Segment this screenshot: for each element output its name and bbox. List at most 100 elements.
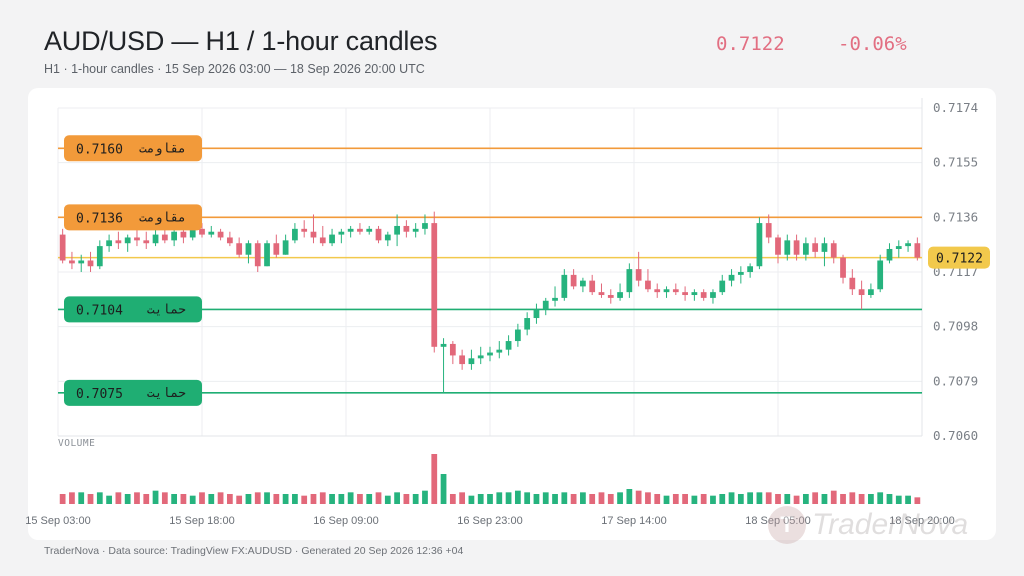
bullish-candle: [756, 217, 763, 270]
candle-body: [440, 343, 447, 347]
bullish-candle: [487, 346, 493, 362]
support-label: 0.7075 حمایت: [64, 379, 202, 406]
price-change-percent: -0.06%: [838, 33, 907, 55]
bullish-candle: [171, 228, 178, 247]
candle-body: [830, 243, 837, 258]
volume-bar: [645, 492, 651, 504]
volume-bar: [236, 495, 243, 504]
x-tick-label: 16 Sep 23:00: [457, 515, 522, 527]
volume-bar: [412, 494, 419, 504]
candle-body: [505, 341, 512, 350]
bullish-candle: [384, 231, 391, 247]
bearish-candle: [236, 237, 243, 258]
bearish-candle: [217, 228, 224, 241]
bearish-candle: [849, 269, 856, 296]
volume-bar: [87, 494, 94, 504]
volume-bar: [533, 494, 540, 504]
x-tick-label: 17 Sep 14:00: [601, 515, 666, 527]
y-tick-label: 0.7155: [933, 155, 978, 170]
volume-bar: [895, 495, 902, 504]
volume-bar: [598, 492, 605, 504]
resistance-label-box: [64, 204, 202, 231]
candle-body: [301, 228, 308, 232]
y-tick-label: 0.7174: [933, 100, 978, 115]
bearish-candle: [431, 211, 438, 353]
volume-bar: [273, 494, 280, 504]
candle-body: [570, 274, 577, 287]
candle-body: [756, 223, 763, 267]
bearish-candle: [793, 234, 800, 261]
chart-title: AUD/USD — H1 / 1-hour candles: [44, 26, 438, 56]
bullish-candle: [505, 335, 512, 356]
chart-panel: [28, 88, 996, 540]
bearish-candle: [700, 289, 707, 301]
candle-body: [868, 289, 874, 296]
volume-bar: [487, 494, 493, 504]
candle-body: [152, 234, 159, 244]
candle-body: [654, 289, 661, 293]
candle-body: [728, 274, 735, 281]
bullish-candle: [691, 289, 698, 301]
volume-bar: [570, 494, 577, 504]
volume-bar: [254, 492, 261, 504]
volume-bar: [514, 490, 521, 504]
tradernova-logo-icon: T: [768, 506, 806, 544]
candle-body: [886, 248, 893, 261]
volume-bar: [440, 474, 447, 504]
candle-body: [115, 240, 122, 244]
bullish-candle: [663, 286, 670, 298]
candle-body: [282, 240, 289, 255]
volume-bar: [449, 494, 456, 504]
bullish-candle: [347, 225, 354, 238]
bullish-candle: [626, 263, 633, 298]
bearish-candle: [840, 254, 846, 284]
candle-body: [208, 231, 215, 235]
volume-bar: [840, 494, 846, 504]
volume-bar: [347, 492, 354, 504]
bearish-candle: [254, 240, 261, 272]
volume-bar: [124, 494, 131, 504]
candle-body: [59, 234, 66, 261]
bullish-candle: [394, 214, 400, 247]
volume-bar: [700, 494, 707, 504]
candle-body: [672, 289, 679, 293]
resistance-label: 0.7160 مقاومت: [64, 135, 202, 162]
candle-body: [124, 237, 131, 244]
candle-body: [849, 277, 856, 290]
bearish-candle: [598, 283, 605, 298]
volume-bar: [375, 492, 382, 504]
bullish-candle: [152, 228, 159, 247]
volume-bar: [152, 490, 159, 504]
volume-label: VOLUME: [58, 438, 95, 449]
volume-bar: [617, 492, 623, 504]
volume-bar: [719, 494, 726, 504]
bullish-candle: [802, 237, 809, 261]
candle-body: [189, 228, 196, 238]
bearish-candle: [199, 223, 205, 238]
bullish-candle: [905, 240, 911, 252]
x-axis: 15 Sep 03:00 15 Sep 18:00 16 Sep 09:00 16 S…: [25, 515, 954, 527]
volume-bar: [552, 494, 558, 504]
bullish-candle: [747, 263, 754, 278]
bullish-candle: [719, 274, 726, 296]
candle-body: [161, 234, 168, 241]
candle-body: [542, 300, 549, 310]
candle-body: [840, 257, 846, 278]
bullish-candle: [264, 240, 270, 267]
volume-bar: [245, 494, 252, 504]
bearish-candle: [570, 269, 577, 290]
bullish-candle: [124, 234, 131, 252]
volume-bar: [830, 490, 837, 504]
candle-body: [69, 260, 75, 264]
candle-body: [319, 237, 326, 244]
candle-body: [245, 243, 252, 255]
bullish-candle: [245, 240, 252, 264]
candle-body: [96, 246, 103, 267]
bullish-candle: [710, 289, 716, 304]
tradernova-watermark: T TraderNova: [768, 506, 968, 544]
bearish-candle: [449, 341, 456, 365]
bearish-candle: [682, 286, 688, 301]
x-tick-label: 16 Sep 09:00: [313, 515, 378, 527]
volume-bar: [663, 495, 670, 504]
